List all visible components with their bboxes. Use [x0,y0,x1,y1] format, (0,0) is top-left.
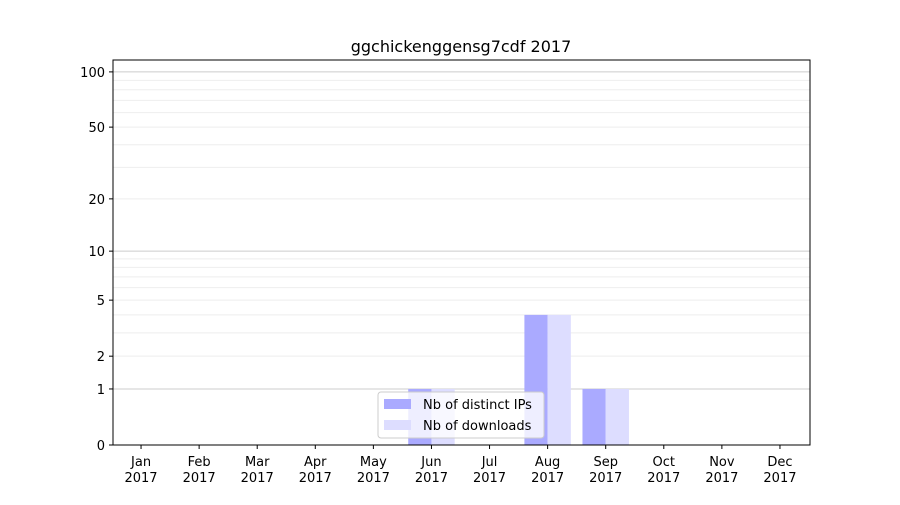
x-tick-label-line: Nov [709,455,735,470]
x-tick-label-line: Dec [767,455,792,470]
legend-swatch [384,399,411,409]
x-tick-label: Sep 2017 [589,455,622,486]
x-tick-label: Jul 2017 [473,455,506,486]
chart-title: ggchickenggensg7cdf 2017 [351,37,572,56]
x-tick-label-line: 2017 [415,471,448,486]
x-tick-label-line: Aug [535,455,560,470]
bar-distinct-ips [582,388,606,445]
y-tick-label: 5 [97,294,105,309]
y-tick-label: 100 [80,66,105,81]
x-tick-label-line: 2017 [357,471,390,486]
x-tick-label-line: Jun [420,455,441,470]
legend-label: Nb of downloads [423,419,532,434]
x-tick-label-line: 2017 [589,471,622,486]
legend-label: Nb of distinct IPs [423,398,532,413]
x-tick-label-line: 2017 [763,471,796,486]
y-tick-label: 50 [88,121,105,136]
x-tick-label-line: Sep [593,455,618,470]
y-tick-label: 20 [88,193,105,208]
x-tick-label-line: 2017 [473,471,506,486]
x-tick-label-line: 2017 [124,471,157,486]
y-tick-label: 2 [97,350,105,365]
x-tick-label-line: 2017 [183,471,216,486]
x-tick-label: Jun 2017 [415,455,448,486]
x-tick-label-line: Jul [481,455,498,470]
x-tick-label: Aug 2017 [531,455,564,486]
x-tick-label: Feb 2017 [183,455,216,486]
x-tick-label: Apr 2017 [299,455,332,486]
x-tick-label-line: 2017 [241,471,274,486]
legend-swatch [384,420,411,430]
x-tick-label: May 2017 [357,455,390,486]
bar-downloads [547,314,571,445]
y-tick-label: 1 [97,383,105,398]
x-tick-label: Nov 2017 [705,455,738,486]
x-tick-label-line: Oct [653,455,675,470]
y-tick-label: 0 [97,439,105,454]
x-tick-label: Jan 2017 [124,455,157,486]
x-tick-label-line: Apr [304,455,327,470]
legend-box [377,391,545,439]
x-tick-label-line: 2017 [299,471,332,486]
plot-area-frame [112,59,811,446]
y-tick-label: 10 [88,245,105,260]
x-tick-label-line: 2017 [531,471,564,486]
bar-downloads [605,388,629,445]
x-tick-label-line: Feb [188,455,211,470]
x-tick-label: Oct 2017 [647,455,680,486]
x-tick-label: Mar 2017 [241,455,274,486]
legend: Nb of distinct IPs Nb of downloads [377,391,545,439]
x-tick-label-line: 2017 [647,471,680,486]
x-tick-label-line: Jan [130,455,151,470]
x-tick-label-line: May [360,455,387,470]
x-tick-label: Dec 2017 [763,455,796,486]
x-tick-label-line: 2017 [705,471,738,486]
x-tick-label-line: Mar [245,455,270,470]
